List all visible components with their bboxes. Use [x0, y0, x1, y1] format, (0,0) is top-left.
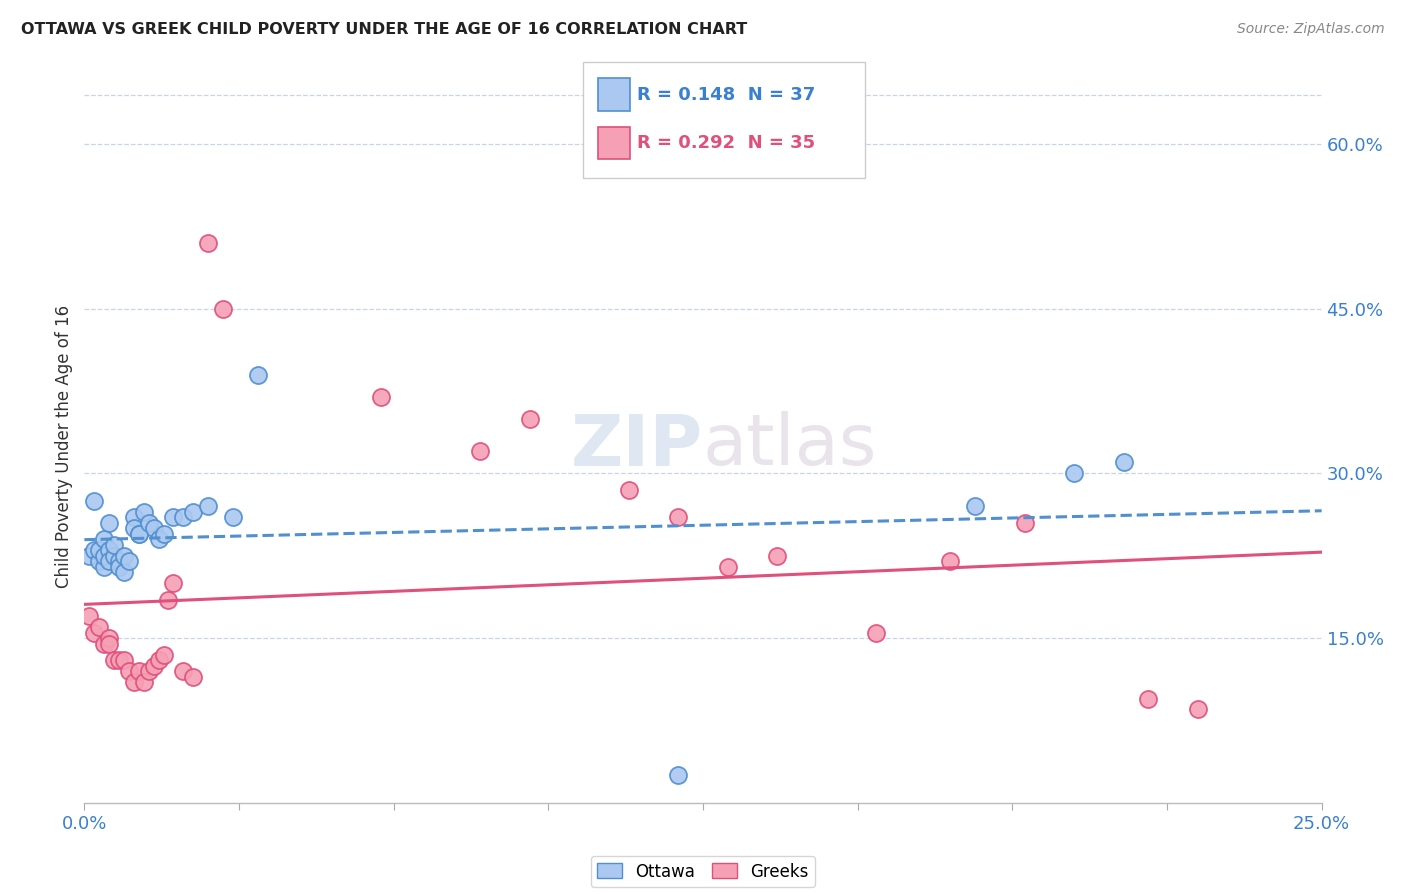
- Point: [766, 549, 789, 563]
- Point: [370, 390, 392, 404]
- Point: [470, 444, 492, 458]
- Point: [172, 510, 194, 524]
- Point: [138, 664, 160, 678]
- Point: [939, 554, 962, 568]
- Point: [128, 526, 150, 541]
- Point: [617, 483, 640, 497]
- Point: [1187, 702, 1209, 716]
- Point: [172, 664, 194, 678]
- Point: [122, 675, 145, 690]
- Point: [89, 620, 111, 634]
- Text: R = 0.292  N = 35: R = 0.292 N = 35: [637, 134, 815, 152]
- Point: [132, 675, 155, 690]
- Point: [89, 543, 111, 558]
- Point: [181, 669, 204, 683]
- Point: [142, 521, 165, 535]
- Text: Source: ZipAtlas.com: Source: ZipAtlas.com: [1237, 22, 1385, 37]
- Point: [1014, 516, 1036, 530]
- Point: [1063, 467, 1085, 481]
- Point: [108, 653, 131, 667]
- Point: [197, 235, 219, 250]
- Point: [148, 653, 170, 667]
- Point: [197, 500, 219, 514]
- Point: [148, 533, 170, 547]
- Point: [152, 526, 174, 541]
- Point: [98, 516, 121, 530]
- Point: [83, 543, 105, 558]
- Point: [108, 559, 131, 574]
- Legend: Ottawa, Greeks: Ottawa, Greeks: [591, 856, 815, 888]
- Point: [89, 554, 111, 568]
- Point: [122, 510, 145, 524]
- Point: [142, 658, 165, 673]
- Point: [103, 549, 125, 563]
- Point: [83, 494, 105, 508]
- Point: [118, 554, 141, 568]
- Point: [93, 549, 115, 563]
- Point: [222, 510, 245, 524]
- Text: OTTAWA VS GREEK CHILD POVERTY UNDER THE AGE OF 16 CORRELATION CHART: OTTAWA VS GREEK CHILD POVERTY UNDER THE …: [21, 22, 748, 37]
- Point: [1112, 455, 1135, 469]
- Point: [717, 559, 740, 574]
- Y-axis label: Child Poverty Under the Age of 16: Child Poverty Under the Age of 16: [55, 304, 73, 588]
- Point: [181, 505, 204, 519]
- Point: [246, 368, 269, 382]
- Point: [122, 521, 145, 535]
- Point: [519, 411, 541, 425]
- Point: [865, 625, 887, 640]
- Point: [162, 576, 184, 591]
- Text: ZIP: ZIP: [571, 411, 703, 481]
- Point: [98, 543, 121, 558]
- Point: [157, 592, 180, 607]
- Point: [666, 510, 689, 524]
- Point: [162, 510, 184, 524]
- Point: [79, 549, 101, 563]
- Point: [108, 554, 131, 568]
- Text: atlas: atlas: [703, 411, 877, 481]
- Point: [98, 637, 121, 651]
- Point: [128, 664, 150, 678]
- Point: [98, 554, 121, 568]
- Point: [93, 637, 115, 651]
- Point: [1137, 691, 1160, 706]
- Point: [93, 533, 115, 547]
- Point: [118, 664, 141, 678]
- Point: [93, 559, 115, 574]
- Point: [138, 516, 160, 530]
- Point: [965, 500, 987, 514]
- Text: R = 0.148  N = 37: R = 0.148 N = 37: [637, 86, 815, 103]
- Point: [112, 653, 135, 667]
- Point: [79, 609, 101, 624]
- Point: [103, 538, 125, 552]
- Point: [128, 526, 150, 541]
- Point: [103, 653, 125, 667]
- Point: [132, 505, 155, 519]
- Point: [666, 768, 689, 782]
- Point: [112, 549, 135, 563]
- Point: [83, 625, 105, 640]
- Point: [98, 631, 121, 645]
- Point: [152, 648, 174, 662]
- Point: [112, 566, 135, 580]
- Point: [212, 301, 235, 316]
